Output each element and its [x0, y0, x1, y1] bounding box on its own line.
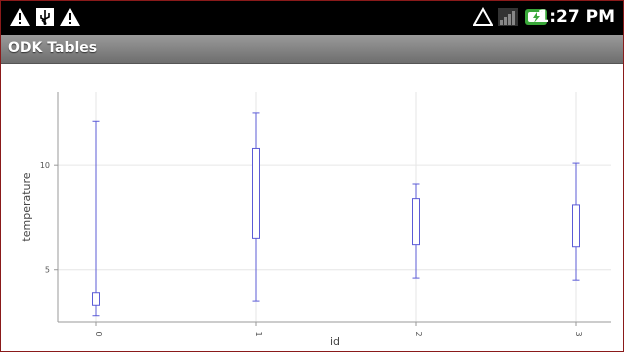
x-tick-label: 2: [414, 331, 423, 336]
box-plot-0: [92, 120, 100, 317]
warning-icon: [59, 7, 81, 31]
box-plot-1: [252, 112, 260, 302]
box-plot-2: [412, 183, 420, 279]
iqr-box: [252, 147, 260, 239]
grid-layer: [58, 92, 611, 322]
x-tick-label: 3: [574, 331, 583, 336]
app-title: ODK Tables: [8, 40, 98, 56]
battery-charging-icon: [524, 7, 548, 31]
x-tick-label: 1: [254, 331, 263, 336]
usb-icon: [35, 7, 55, 31]
x-tick-label: 0: [94, 331, 103, 336]
y-tick-label: 10: [40, 161, 50, 170]
signal-icon: [497, 7, 519, 31]
box-plot-3: [572, 162, 580, 281]
clock: 1:27 PM: [537, 7, 615, 27]
box-plot-chart: 5 10 0 1 2 3 temperature id: [20, 92, 611, 348]
tick-layer: 5 10 0 1 2 3: [40, 161, 583, 336]
iqr-box: [92, 292, 100, 306]
y-tick-label: 5: [45, 266, 50, 275]
status-bar: 1:27 PM: [1, 1, 623, 35]
box-layer: [92, 112, 580, 317]
app-title-bar: ODK Tables: [1, 35, 623, 64]
no-signal-triangle-icon: [472, 6, 494, 31]
iqr-box: [412, 198, 420, 246]
x-axis-title: id: [330, 335, 340, 348]
y-axis-title: temperature: [20, 172, 33, 241]
iqr-box: [572, 204, 580, 248]
warning-icon: [9, 7, 31, 31]
